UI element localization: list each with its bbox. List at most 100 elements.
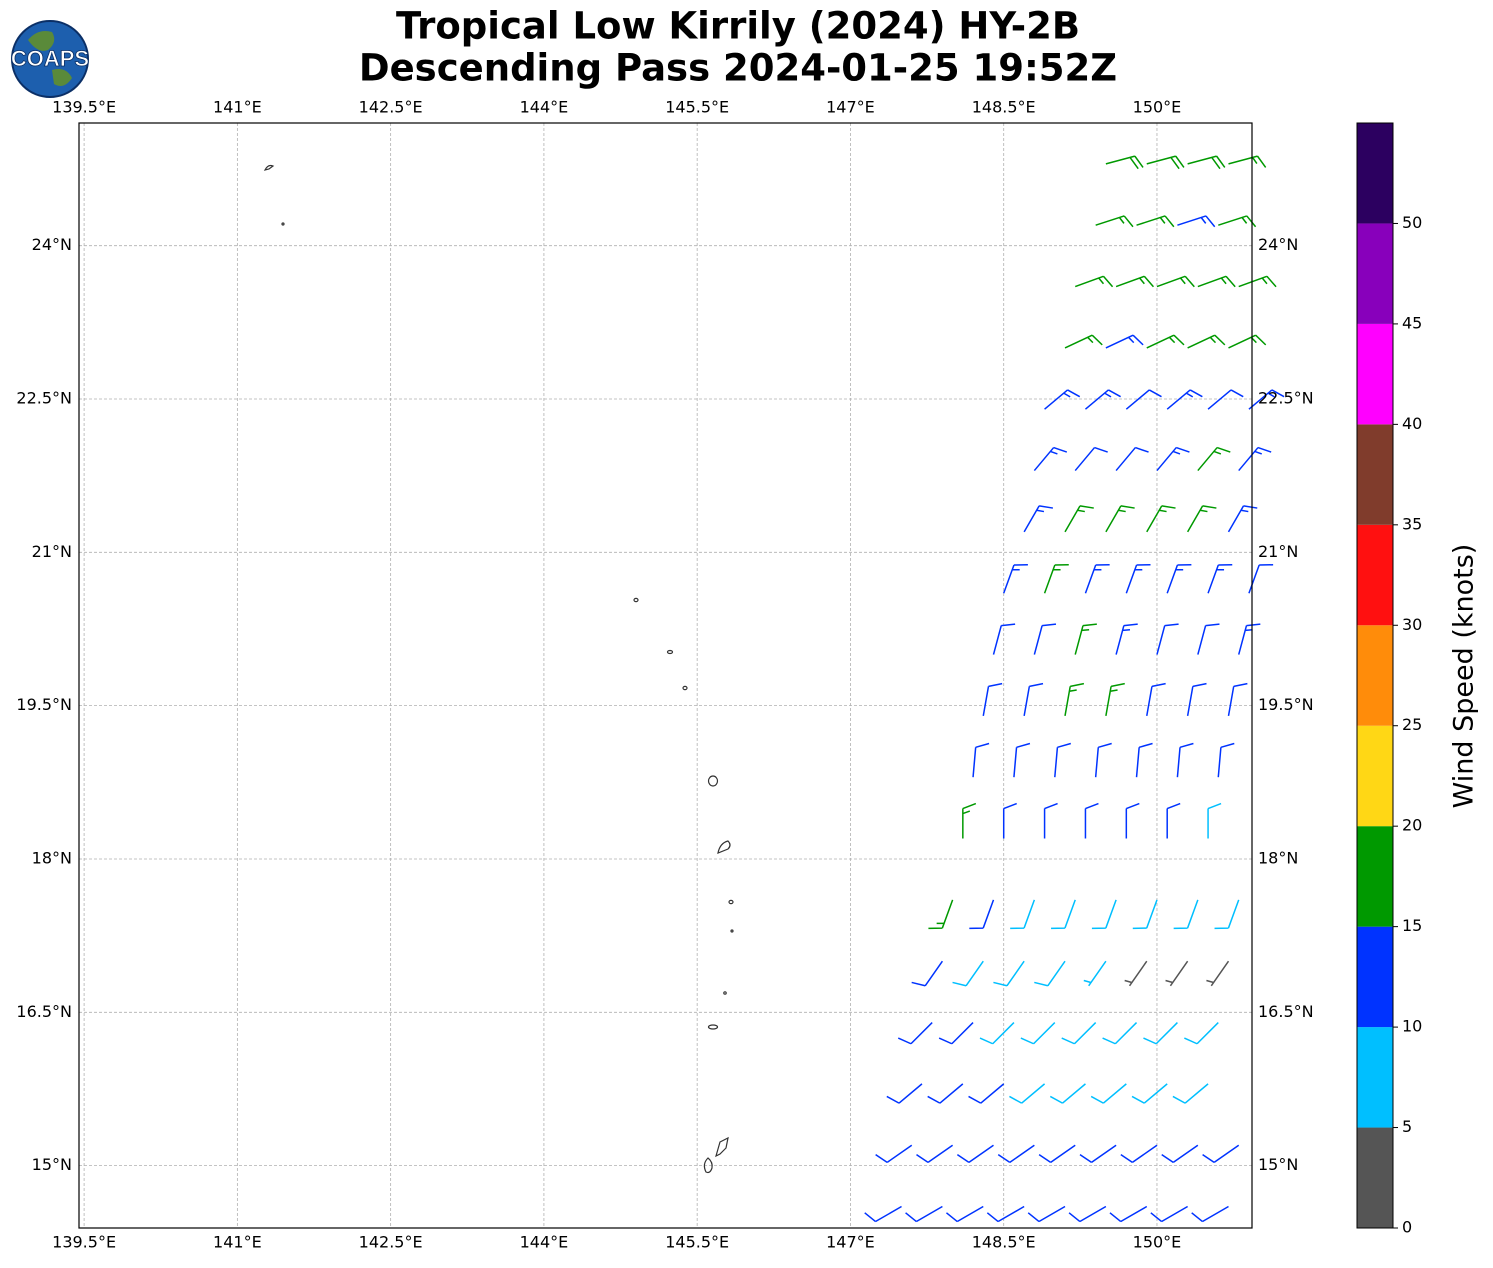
wind-barb [1156, 446, 1190, 472]
wind-barb [1187, 334, 1226, 349]
colorbar-tick-label: 0 [1402, 1218, 1412, 1237]
x-tick-label: 150°E [1133, 98, 1182, 117]
wind-barb [1248, 389, 1285, 410]
colorbar-label: Wind Speed (knots) [1449, 544, 1480, 809]
x-tick-label: 142.5°E [359, 1233, 423, 1252]
wind-barb [1074, 275, 1114, 288]
wind-barb [1248, 564, 1274, 594]
logo-text: COAPS [11, 46, 89, 71]
x-tick-label: 139.5°E [52, 98, 116, 117]
colorbar-tick-label: 40 [1402, 414, 1422, 433]
wind-barb [1207, 564, 1233, 594]
wind-barb [1206, 960, 1230, 987]
wind-barb [986, 1205, 1025, 1223]
wind-barb [1165, 960, 1189, 987]
wind-barb [1176, 742, 1194, 778]
colorbar-tick-label: 25 [1402, 715, 1422, 734]
wind-barb [1227, 682, 1248, 717]
wind-barb [1090, 1083, 1127, 1104]
y-tick-label: 18°N [32, 848, 72, 867]
wind-barb [982, 682, 1003, 717]
wind-barb [1010, 899, 1036, 930]
x-tick-label: 145.5°E [665, 1233, 729, 1252]
island [633, 597, 639, 603]
x-tick-label: 145.5°E [665, 98, 729, 117]
wind-barb [1043, 802, 1058, 839]
colorbar-bin [1357, 625, 1393, 726]
wind-barb [1143, 1022, 1178, 1045]
wind-barb [1079, 1144, 1117, 1164]
colorbar: 0 5 10 15 20 25 30 35 40 45 50 [1356, 122, 1422, 1237]
wind-barb [968, 1083, 1005, 1104]
colorbar-tick-label: 45 [1402, 313, 1422, 332]
wind-barb [1202, 1144, 1240, 1164]
wind-barb [1083, 960, 1107, 987]
wind-barb [1146, 155, 1185, 170]
wind-barb [916, 1144, 954, 1164]
y-tick-label: 16.5°N [1258, 1002, 1314, 1021]
wind-barb [1109, 1205, 1148, 1223]
wind-barb [962, 802, 977, 839]
wind-barb [1038, 1144, 1076, 1164]
y-tick-label: 21°N [32, 542, 72, 561]
wind-barb [1074, 623, 1097, 655]
logo-land [28, 31, 72, 86]
wind-barb [875, 1144, 913, 1164]
wind-barb [969, 899, 995, 930]
x-tick-label: 150°E [1133, 1233, 1182, 1252]
colorbar-bin [1357, 123, 1393, 224]
wind-barb [1228, 334, 1267, 349]
colorbar-bin [1357, 223, 1393, 324]
y-tick-label: 22.5°N [1258, 388, 1314, 407]
wind-barb [1124, 960, 1148, 987]
wind-barb [945, 1205, 984, 1223]
wind-barb [1186, 505, 1217, 533]
wind-barb [1132, 899, 1158, 930]
wind-barb [1161, 1144, 1199, 1164]
wind-barb [897, 1022, 933, 1045]
wind-barb [1136, 215, 1175, 228]
wind-barb [1135, 742, 1153, 778]
wind-barb [1131, 1083, 1168, 1104]
wind-barb [1214, 899, 1240, 930]
wind-barb [1227, 505, 1258, 533]
wind-barb [1115, 623, 1138, 655]
wind-barb [979, 1022, 1015, 1045]
wind-barb [1228, 155, 1267, 168]
wind-barb [1084, 389, 1121, 410]
island [682, 685, 688, 691]
wind-barb [1125, 802, 1140, 839]
wind-barb [1023, 505, 1054, 533]
y-tick-label: 24°N [32, 235, 72, 254]
grid [79, 123, 1252, 1228]
wind-barb [1033, 623, 1057, 655]
y-tick-label: 15°N [1258, 1155, 1298, 1174]
island [281, 222, 285, 226]
wind-barb [1084, 564, 1110, 594]
map-title: Tropical Low Kirrily (2024) HY-2B [396, 5, 1080, 48]
wind-barb [1120, 1144, 1158, 1164]
wind-barb [1033, 446, 1068, 472]
wind-barb [1237, 623, 1261, 655]
wind-barb [1115, 275, 1154, 288]
wind-barb [1064, 505, 1094, 533]
map-frame [78, 122, 1253, 1229]
wind-barb [1013, 742, 1031, 778]
colorbar-tick-label: 10 [1402, 1017, 1422, 1036]
wind-barb [1027, 1205, 1066, 1223]
wind-barb [927, 1083, 964, 1104]
wind-barb [956, 1144, 994, 1164]
colorbar-tick-label: 50 [1402, 213, 1422, 232]
wind-barb [1091, 899, 1117, 930]
wind-barb [864, 1205, 902, 1223]
x-tick-label: 147°E [826, 98, 875, 117]
islands [263, 164, 734, 1174]
wind-barb [1166, 564, 1192, 594]
wind-barb [886, 1083, 923, 1104]
colorbar-bin [1357, 323, 1393, 425]
colorbar-tick-label: 30 [1402, 615, 1422, 634]
wind-barb [1034, 960, 1066, 987]
island [728, 899, 734, 905]
island [730, 929, 734, 933]
wind-barb [928, 899, 954, 930]
